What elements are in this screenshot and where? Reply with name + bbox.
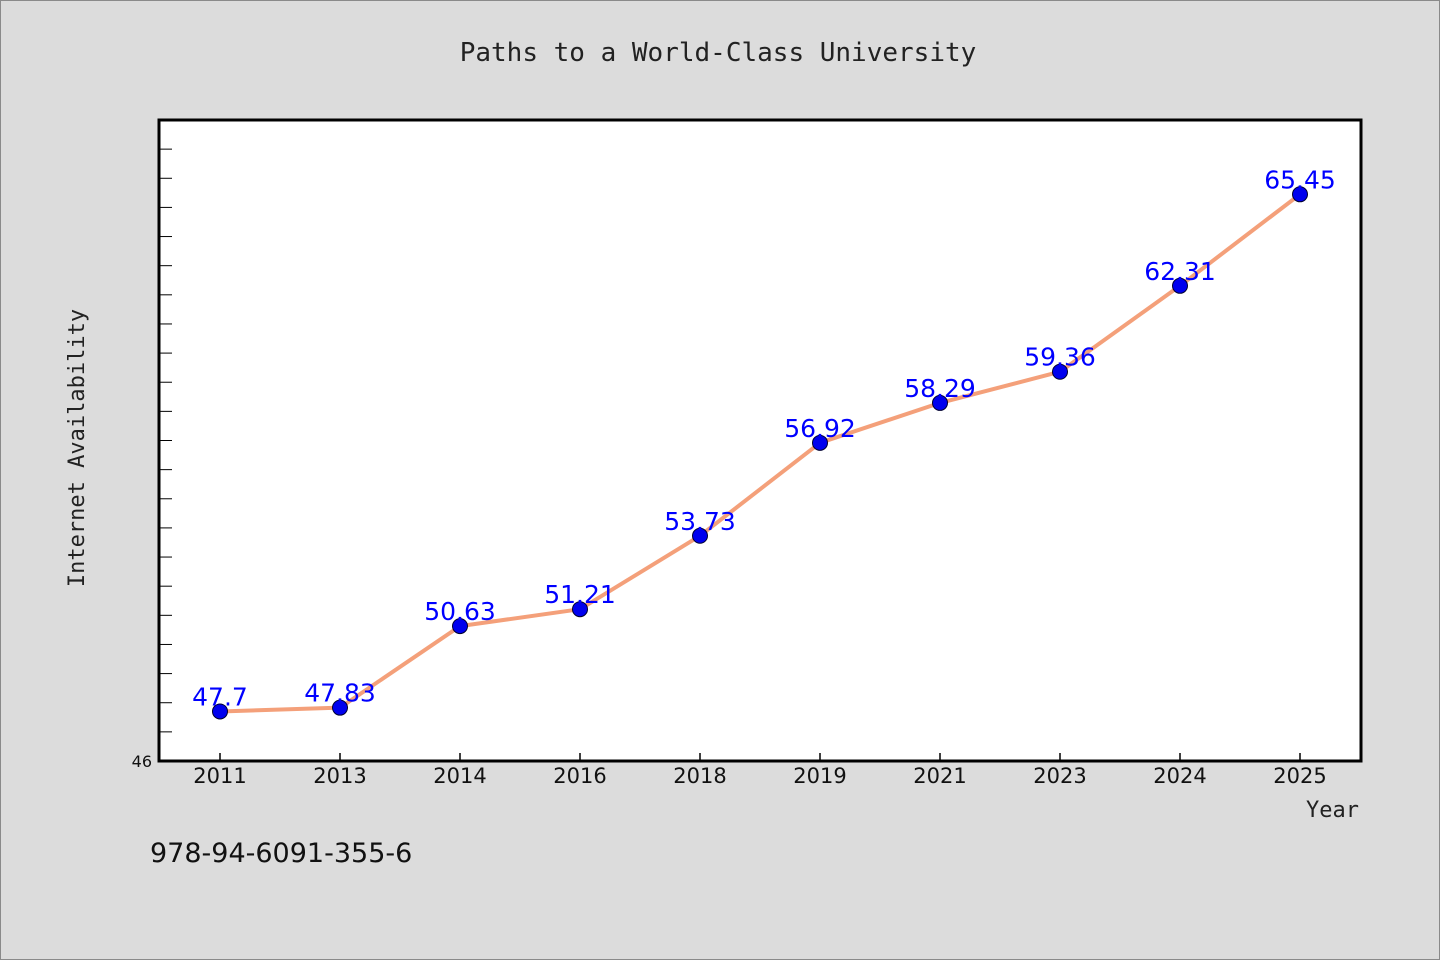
y-axis-ticks [159,148,172,733]
x-tick-label-2023: 2023 [1033,764,1086,788]
y-tick-label-min: 46 [132,752,152,771]
isbn-text: 978-94-6091-355-6 [150,838,412,869]
data-point-2024 [1172,277,1188,294]
x-tick-label-2025: 2025 [1273,764,1326,788]
x-tick-label-2018: 2018 [673,764,726,788]
data-label-2018: 53.73 [664,507,736,536]
x-tick-label-2016: 2016 [553,764,606,788]
data-label-2025: 65.45 [1264,165,1336,194]
data-point-2016 [572,601,588,618]
x-tick-label-2011: 2011 [193,764,246,788]
x-tick-label-2024: 2024 [1153,764,1206,788]
data-point-2023 [1052,363,1068,380]
plot-area [157,118,1363,763]
data-label-2021: 58.29 [904,374,976,403]
data-label-2011: 47.7 [192,682,248,711]
series-line-group [218,192,1302,714]
data-label-2013: 47.83 [304,679,376,708]
x-axis-label: Year [1306,798,1359,823]
data-point-2013 [332,699,348,716]
x-tick-label-2021: 2021 [913,764,966,788]
data-label-2019: 56.92 [784,414,856,443]
data-labels: 47.7 47.83 50.63 51.21 53.73 56.92 58.29 59.36 6… [192,165,1336,711]
data-label-2024: 62.31 [1144,257,1216,286]
x-axis-ticks: 2011 2013 2014 2016 2018 2019 2021 2023 2024 2025 [193,753,1327,788]
data-markers [212,186,1308,720]
y-axis-label: Internet Availability [65,309,90,587]
data-point-2014 [452,618,468,635]
data-point-2018 [692,527,708,544]
data-point-2019 [812,434,828,451]
x-tick-label-2014: 2014 [433,764,486,788]
data-point-2011 [212,703,228,720]
data-point-2025 [1292,186,1308,203]
data-label-2016: 51.21 [544,580,616,609]
x-tick-label-2019: 2019 [793,764,846,788]
x-tick-label-2013: 2013 [313,764,366,788]
data-point-2021 [932,394,948,411]
series-line [218,192,1302,714]
data-label-2014: 50.63 [424,597,496,626]
chart-title: Paths to a World-Class University [460,38,977,68]
data-label-2023: 59.36 [1024,343,1096,372]
